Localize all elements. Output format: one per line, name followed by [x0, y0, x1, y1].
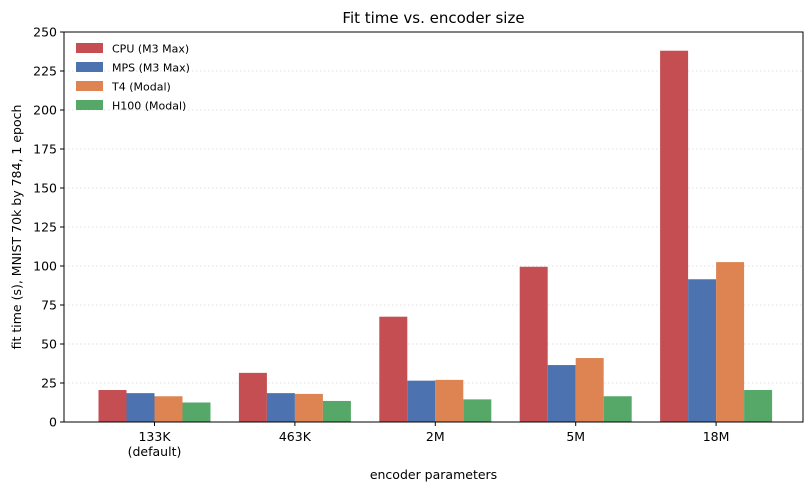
bar [435, 379, 464, 422]
bar [716, 262, 745, 422]
y-tick-label: 250 [33, 25, 57, 40]
bar [547, 365, 576, 422]
bar [519, 266, 548, 422]
bars-layer [98, 50, 773, 422]
bar [688, 279, 717, 422]
bar [154, 396, 183, 422]
x-tick-label: 2M [426, 429, 445, 444]
bar [182, 402, 211, 422]
y-axis-label: fit time (s), MNIST 70k by 784, 1 epoch [9, 105, 24, 350]
bar [294, 393, 323, 422]
y-axis-ticks: 0 25 50 75 100 125 150 175 200 225 250 [33, 25, 64, 430]
legend-swatch [76, 81, 103, 91]
legend-swatch [76, 62, 103, 72]
x-axis-ticks: 133K (default) 463K 2M 5M 18M [128, 422, 730, 459]
bar [744, 390, 773, 422]
x-axis-label: encoder parameters [370, 467, 497, 482]
bar [603, 396, 632, 422]
bar [322, 400, 351, 422]
x-tick-label: 133K (default) [128, 429, 182, 459]
y-tick-label: 150 [33, 181, 57, 196]
bar [379, 316, 408, 422]
legend: CPU (M3 Max) MPS (M3 Max) T4 (Modal) H100 (… [76, 43, 190, 113]
y-tick-label: 100 [33, 259, 57, 274]
bar [238, 372, 267, 422]
legend-label: MPS (M3 Max) [112, 62, 190, 75]
bar [266, 393, 295, 422]
bar [407, 380, 436, 422]
legend-label: T4 (Modal) [111, 81, 171, 94]
bar [98, 390, 127, 422]
x-tick-label: 5M [566, 429, 585, 444]
x-tick-label: 463K [279, 429, 312, 444]
legend-label: CPU (M3 Max) [112, 43, 189, 56]
y-tick-label: 175 [33, 142, 57, 157]
bar [575, 358, 604, 422]
legend-swatch [76, 100, 103, 110]
bar [660, 50, 689, 422]
bar [126, 393, 155, 422]
y-tick-label: 50 [41, 337, 57, 352]
y-tick-label: 0 [49, 415, 57, 430]
legend-swatch [76, 43, 103, 53]
legend-label: H100 (Modal) [112, 100, 186, 113]
bar [463, 399, 492, 422]
y-tick-label: 200 [33, 103, 57, 118]
x-tick-label: 18M [703, 429, 730, 444]
y-tick-label: 225 [33, 64, 57, 79]
y-tick-label: 75 [41, 298, 57, 313]
y-tick-label: 125 [33, 220, 57, 235]
chart-title: Fit time vs. encoder size [342, 9, 524, 27]
y-tick-label: 25 [41, 376, 57, 391]
